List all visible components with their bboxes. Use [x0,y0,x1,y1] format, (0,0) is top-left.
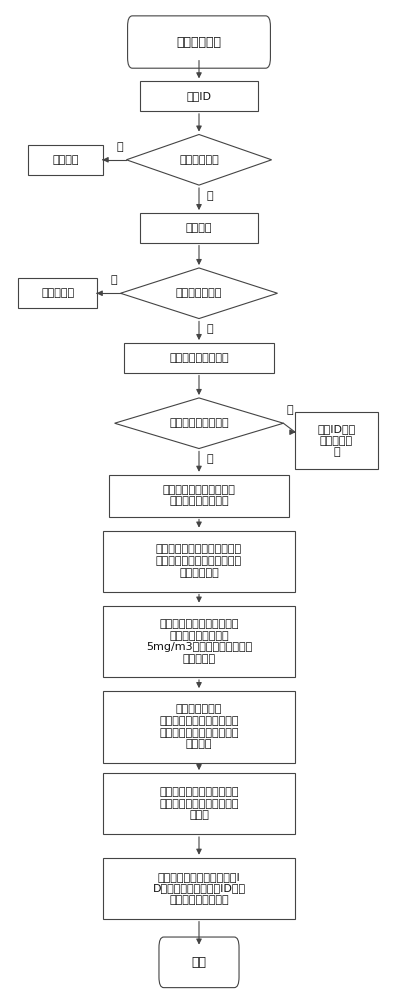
Text: 加入不同浓度甲醛并搅拌
均匀使浓度趋于平衡: 加入不同浓度甲醛并搅拌 均匀使浓度趋于平衡 [162,485,236,506]
FancyBboxPatch shape [128,16,270,68]
Text: 否: 否 [111,275,117,285]
Text: 最小二乘法曲线拟合后根据
曲线算出公式，把公式带入
程序中: 最小二乘法曲线拟合后根据 曲线算出公式，把公式带入 程序中 [159,787,239,820]
Text: 是: 是 [287,405,293,415]
Bar [103,531,295,592]
Text: 上位机绘制实时曲线: 上位机绘制实时曲线 [169,353,229,363]
Text: 开始采集: 开始采集 [186,223,212,233]
Bar [103,858,295,919]
Text: 观察是否有畸形曲线: 观察是否有畸形曲线 [169,418,229,428]
Bar [103,691,295,763]
Bar [103,606,295,677]
Bar [103,773,295,834]
Bar [28,145,103,175]
Bar [125,343,273,373]
Bar [140,81,258,111]
Text: 记录多组不同甲醛浓度（从
小到大，最大不超过
5mg/m3）上位机数值和分光
光度计数值: 记录多组不同甲醛浓度（从 小到大，最大不超过 5mg/m3）上位机数值和分光 光… [146,619,252,664]
Bar [295,412,378,469]
Text: 在上位机上把所有曲线根据I
D乘以百分比，使每条ID曲线
都无限接近于平均值: 在上位机上把所有曲线根据I D乘以百分比，使每条ID曲线 都无限接近于平均值 [152,872,246,905]
Text: 否: 否 [117,142,123,152]
Polygon shape [115,398,283,449]
Text: 根据ID把传
感器挑出返
厂: 根据ID把传 感器挑出返 厂 [317,424,355,457]
Text: 是: 是 [206,191,213,201]
Bar [109,475,289,517]
Text: 不同浓度的甲醛趋于平衡的情
况下用分光光度计测试作为该
浓度的标准值: 不同浓度的甲醛趋于平衡的情 况下用分光光度计测试作为该 浓度的标准值 [156,544,242,578]
FancyBboxPatch shape [159,937,239,988]
Text: 是: 是 [206,324,213,334]
Text: 设置串口参数: 设置串口参数 [176,36,222,49]
Text: 设置ID: 设置ID [187,91,211,101]
Text: 结束: 结束 [191,956,207,969]
Polygon shape [127,134,271,185]
Text: 根据记录时间做
最小二乘法曲线拟合，使传
感器平均值曲线无限拟合与
标准曲线: 根据记录时间做 最小二乘法曲线拟合，使传 感器平均值曲线无限拟合与 标准曲线 [159,704,239,749]
Text: 串口是否打开: 串口是否打开 [179,155,219,165]
Text: 否: 否 [206,454,213,464]
Text: 检查下位机: 检查下位机 [41,288,74,298]
Text: 是否接收到数据: 是否接收到数据 [176,288,222,298]
Bar [18,278,97,308]
Text: 打开串口: 打开串口 [52,155,79,165]
Polygon shape [121,268,277,319]
Bar [140,213,258,243]
